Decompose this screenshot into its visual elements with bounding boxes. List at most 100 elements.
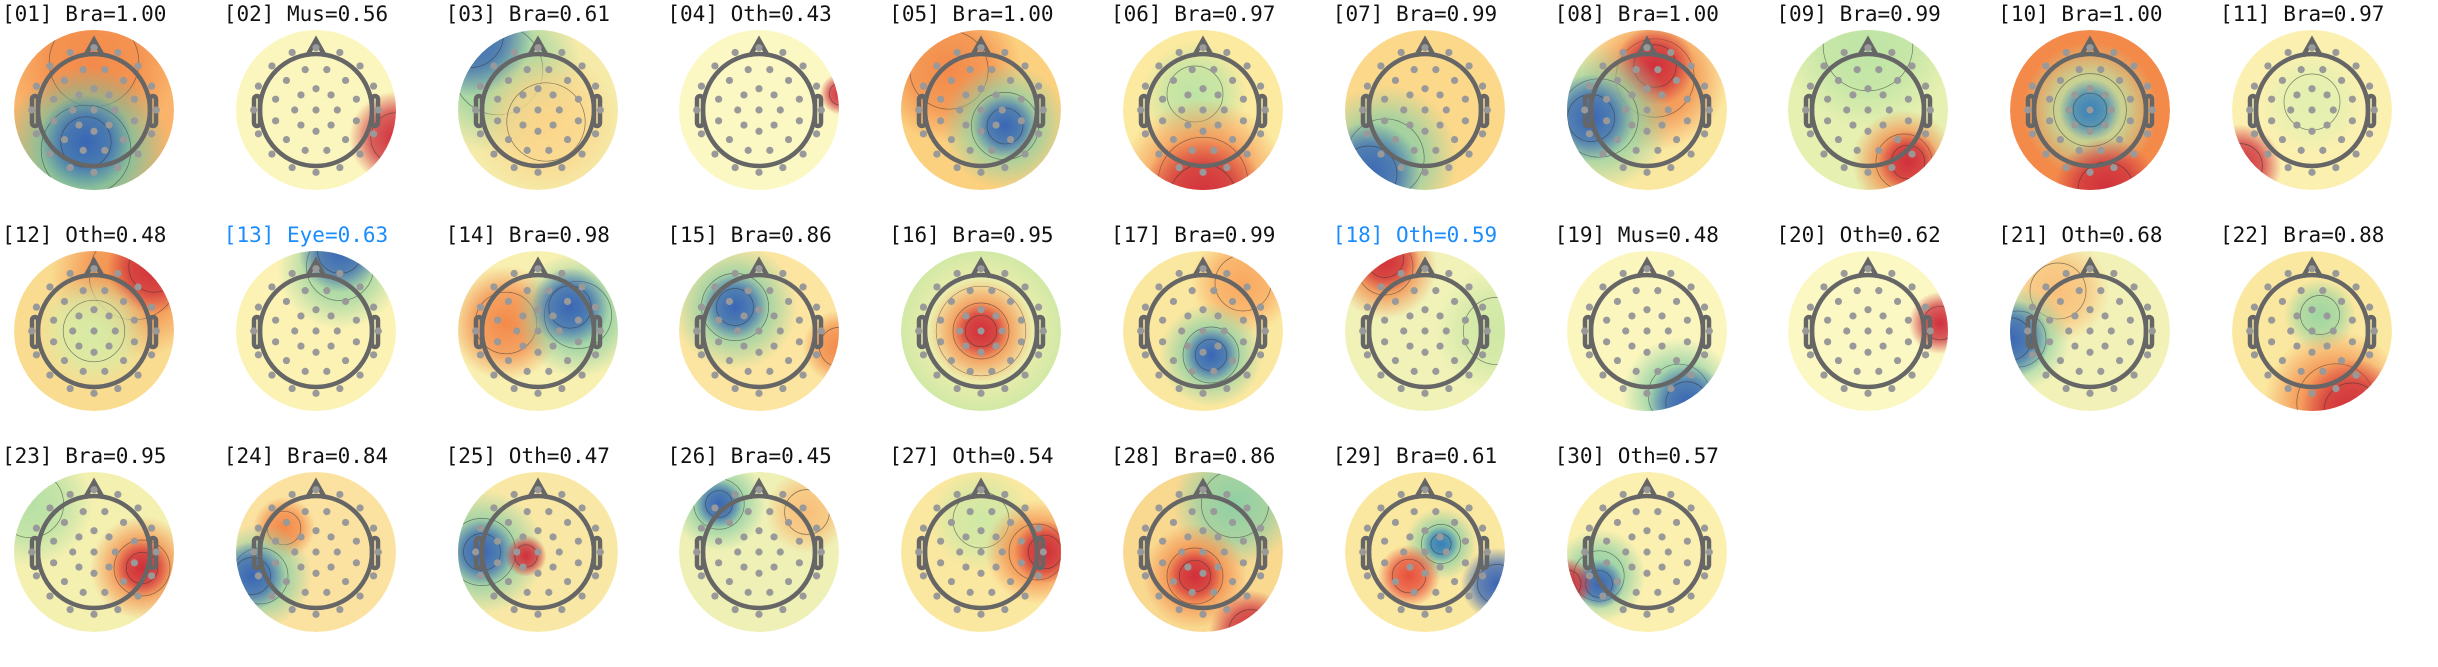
electrode [779,605,787,614]
electrode [799,150,808,158]
electrode [948,297,956,306]
electrode [1199,327,1207,335]
component-28[interactable]: [28] Bra=0.86 [1111,442,1333,662]
electrode [1021,592,1029,600]
electrode [2024,327,2032,335]
electrode [1380,316,1389,324]
electrode [2097,66,2105,74]
component-20[interactable]: [20] Oth=0.62 [1776,221,1998,441]
electrode [2293,121,2301,129]
electrode [301,66,309,74]
electrode [327,91,335,99]
electrode [69,327,77,335]
electrode [2130,371,2138,379]
component-8[interactable]: [08] Bra=1.00 [1555,0,1777,220]
component-4[interactable]: [04] Oth=0.43 [667,0,889,220]
electrode [770,121,779,129]
electrode [1410,508,1418,516]
electrode [476,82,484,90]
electrode [977,85,985,93]
electrode [591,130,599,138]
electrode [544,588,553,596]
electrode [2071,121,2079,129]
component-19[interactable]: [19] Mus=0.48 [1555,221,1777,441]
component-6[interactable]: [06] Bra=0.97 [1111,0,1333,220]
component-25[interactable]: [25] Oth=0.47 [446,442,668,662]
component-11[interactable]: [11] Bra=0.97 [2220,0,2438,220]
electrode [813,303,821,311]
electrode [818,327,826,335]
electrode [1256,130,1265,138]
component-14[interactable]: [14] Bra=0.98 [446,221,668,441]
component-5[interactable]: [05] Bra=1.00 [889,0,1111,220]
component-26[interactable]: [26] Bra=0.45 [667,442,889,662]
component-22[interactable]: [22] Bra=0.88 [2220,221,2438,441]
component-27[interactable]: [27] Oth=0.54 [889,442,1111,662]
component-21[interactable]: [21] Oth=0.68 [1998,221,2220,441]
component-15[interactable]: [15] Bra=0.86 [667,221,889,441]
electrode [557,163,566,172]
electrode [1478,130,1486,138]
electrode [2365,130,2374,138]
component-18[interactable]: [18] Oth=0.59 [1333,221,1555,441]
component-30[interactable]: [30] Oth=0.57 [1555,442,1777,662]
electrode [249,106,258,114]
electrode [2352,371,2360,379]
component-3[interactable]: [03] Bra=0.61 [446,0,668,220]
component-2[interactable]: [02] Mus=0.56 [224,0,446,220]
electrode [2029,82,2037,90]
electrode [290,106,299,114]
electrode [2126,117,2135,125]
electrode [2308,327,2316,335]
electrode [152,106,160,114]
component-12[interactable]: [12] Oth=0.48 [2,221,224,441]
electrode [374,327,382,335]
electrode [50,95,58,103]
component-9[interactable]: [09] Bra=0.99 [1776,0,1998,220]
electrode [1380,338,1389,346]
electrode [549,312,557,320]
electrode [369,572,377,580]
electrode [1001,163,1009,172]
component-17[interactable]: [17] Bra=0.99 [1111,221,1333,441]
electrode [493,537,501,545]
electrode [770,312,779,320]
component-7[interactable]: [07] Bra=0.99 [1333,0,1555,220]
electrode [1658,342,1666,350]
component-16[interactable]: [16] Bra=0.95 [889,221,1111,441]
component-title: [02] Mus=0.56 [223,2,389,26]
component-29[interactable]: [29] Bra=0.61 [1333,442,1555,662]
topomap [2232,30,2392,190]
electrode [992,312,1000,320]
electrode [1188,66,1196,74]
electrode [1243,592,1251,600]
head-outline [1360,35,1490,169]
electrode [799,371,808,379]
electrode [1621,327,1629,335]
component-13[interactable]: [13] Eye=0.63 [224,221,446,441]
electrode [1007,518,1015,527]
electrode [533,265,542,273]
electrode [1864,127,1872,135]
electrode [1687,283,1695,291]
component-10[interactable]: [10] Bra=1.00 [1998,0,2220,220]
component-23[interactable]: [23] Bra=0.95 [2,442,224,662]
electrode [533,610,542,618]
electrode [1922,82,1930,90]
electrode [2130,283,2138,291]
electrode [1214,121,1222,129]
electrode [1483,548,1491,556]
nose-icon [526,256,549,279]
component-24[interactable]: [24] Bra=0.84 [224,442,446,662]
electrode [755,44,763,52]
electrode [1802,106,1810,114]
electrode [2308,44,2316,52]
electrode [1406,312,1414,320]
electrode [1214,533,1222,541]
electrode [1363,572,1371,580]
electrode [992,563,1000,571]
component-1[interactable]: [01] Bra=1.00 [2,0,224,220]
electrode [1397,269,1405,278]
electrode [920,524,928,532]
electrode [288,605,296,614]
